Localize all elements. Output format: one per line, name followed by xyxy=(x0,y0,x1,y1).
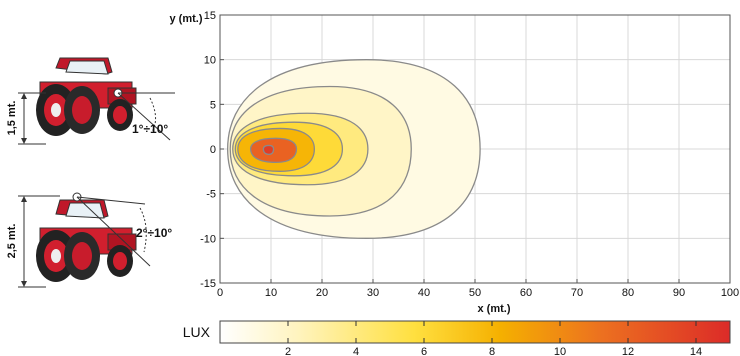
y-tick-label: -10 xyxy=(200,233,216,245)
tractor-icon xyxy=(36,192,137,282)
colorbar-tick-label: 10 xyxy=(554,346,566,356)
y-tick-label: 0 xyxy=(210,144,216,156)
x-tick-label: 60 xyxy=(520,287,532,299)
tractor-setup-2: 2,5 mt. 2°÷10° xyxy=(6,192,172,288)
angle-label-1: 1°÷10° xyxy=(132,122,168,136)
isolux-contours xyxy=(226,59,481,239)
x-tick-label: 40 xyxy=(418,287,430,299)
colorbar-label: LUX xyxy=(183,324,211,340)
colorbar-tick-label: 4 xyxy=(353,346,359,356)
colorbar-tick-label: 14 xyxy=(690,346,702,356)
height-label-2: 2,5 mt. xyxy=(6,224,18,259)
x-tick-label: 100 xyxy=(721,287,739,299)
x-axis-label: x (mt.) xyxy=(478,303,511,315)
colorbar-tick-label: 2 xyxy=(285,346,291,356)
colorbar xyxy=(219,320,731,344)
x-tick-label: 20 xyxy=(316,287,328,299)
x-tick-label: 90 xyxy=(673,287,685,299)
x-tick-label: 0 xyxy=(217,287,223,299)
y-tick-label: -15 xyxy=(200,278,216,290)
x-tick-label: 30 xyxy=(367,287,379,299)
colorbar-ticks: 2 4 6 8 10 12 14 xyxy=(285,321,702,356)
x-tick-label: 70 xyxy=(571,287,583,299)
height-label-1: 1,5 mt. xyxy=(6,101,18,136)
y-tick-label: 10 xyxy=(204,55,216,67)
angle-label-2: 2°÷10° xyxy=(136,226,172,240)
x-tick-label: 10 xyxy=(265,287,277,299)
isolux-contour xyxy=(262,144,275,156)
x-tick-label: 50 xyxy=(469,287,481,299)
tractor-icon xyxy=(36,57,137,136)
colorbar-tick-label: 8 xyxy=(489,346,495,356)
colorbar-tick-label: 12 xyxy=(622,346,634,356)
colorbar-tick-label: 6 xyxy=(421,346,427,356)
y-tick-label: 5 xyxy=(210,99,216,111)
tractor-setup-1: 1,5 mt. 1°÷10° xyxy=(6,57,175,145)
y-axis-label: y (mt.) xyxy=(170,13,203,25)
y-tick-label: 15 xyxy=(204,10,216,22)
y-tick-label: -5 xyxy=(206,189,216,201)
x-tick-label: 80 xyxy=(622,287,634,299)
